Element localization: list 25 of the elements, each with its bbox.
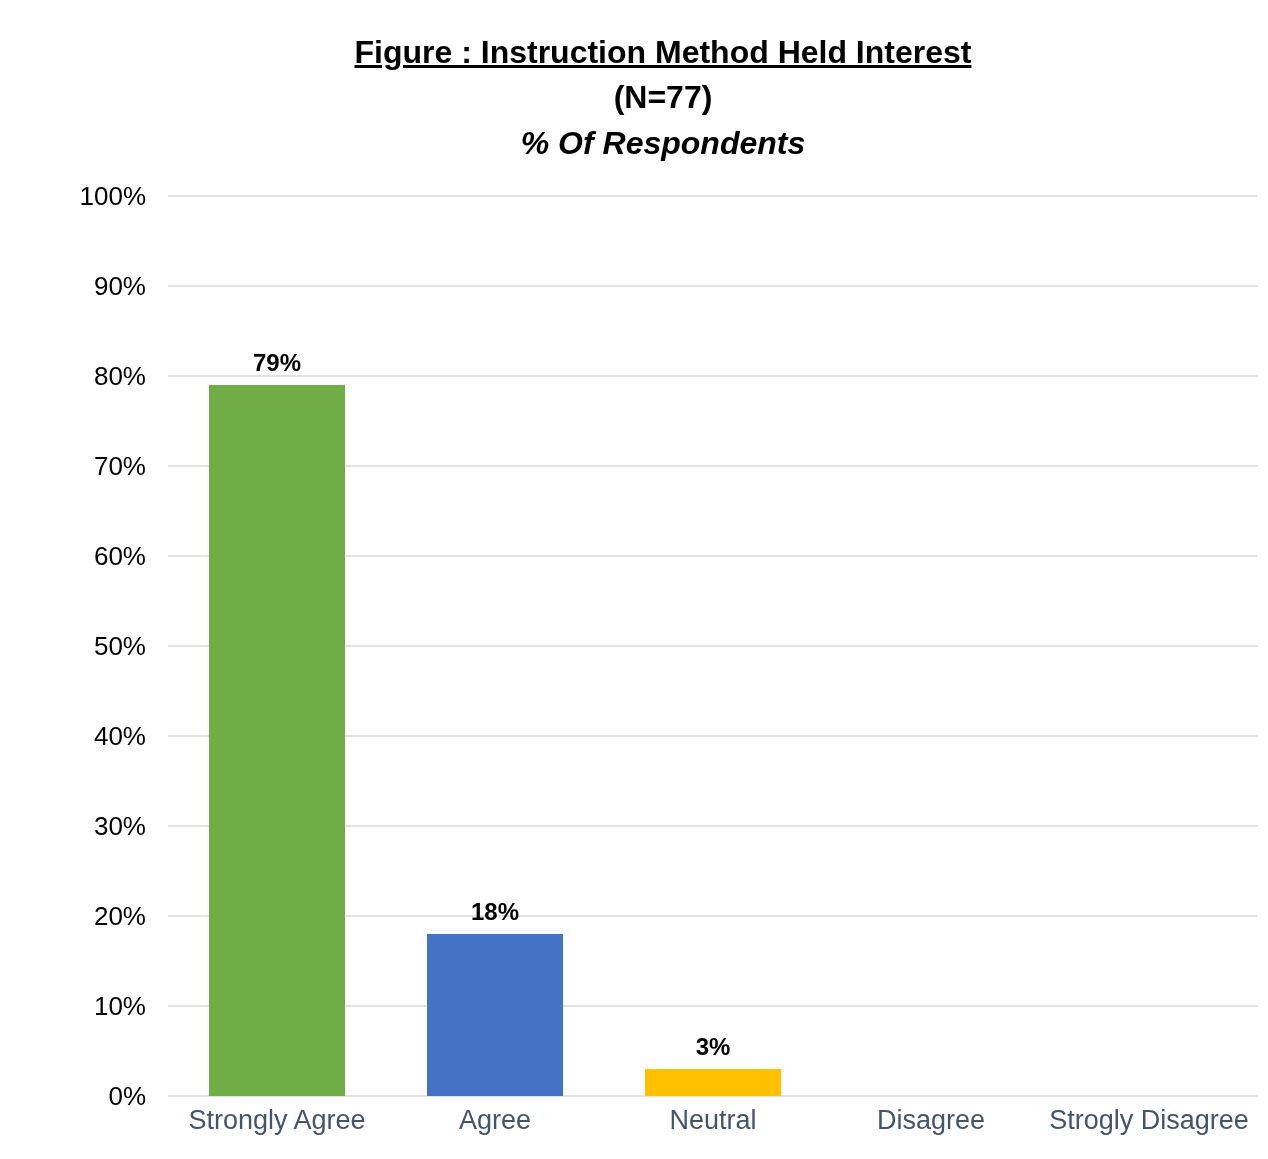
x-tick-label: Agree	[458, 1105, 532, 1136]
x-tick-label: Strongly Agree	[188, 1105, 366, 1136]
text: % Of Respondents	[519, 124, 807, 163]
y-tick-label: 60%	[93, 541, 146, 572]
data-label: 18%	[470, 898, 520, 925]
y-tick-label: 100%	[79, 181, 146, 212]
y-tick-label: 20%	[93, 901, 146, 932]
y-tick-label: 90%	[93, 271, 146, 302]
y-tick-label: 40%	[93, 721, 146, 752]
bar	[427, 934, 563, 1096]
y-tick-label: 50%	[93, 631, 146, 662]
x-tick-label: Disagree	[876, 1105, 986, 1136]
x-tick-label: Strogly Disagree	[1049, 1105, 1249, 1136]
y-tick-label: 70%	[93, 451, 146, 482]
chart-title: Figure : Instruction Method Held Interest	[353, 33, 973, 72]
y-tick-label: 30%	[93, 811, 146, 842]
bar	[209, 385, 345, 1096]
data-label: 79%	[252, 349, 302, 376]
chart-subtitle: (N=77)	[612, 78, 714, 117]
data-label: 3%	[695, 1033, 731, 1060]
y-tick-label: 80%	[93, 361, 146, 392]
x-tick-label: Neutral	[669, 1105, 757, 1136]
y-tick-label: 0%	[108, 1081, 146, 1112]
bar	[645, 1069, 781, 1096]
y-tick-label: 10%	[93, 991, 146, 1022]
